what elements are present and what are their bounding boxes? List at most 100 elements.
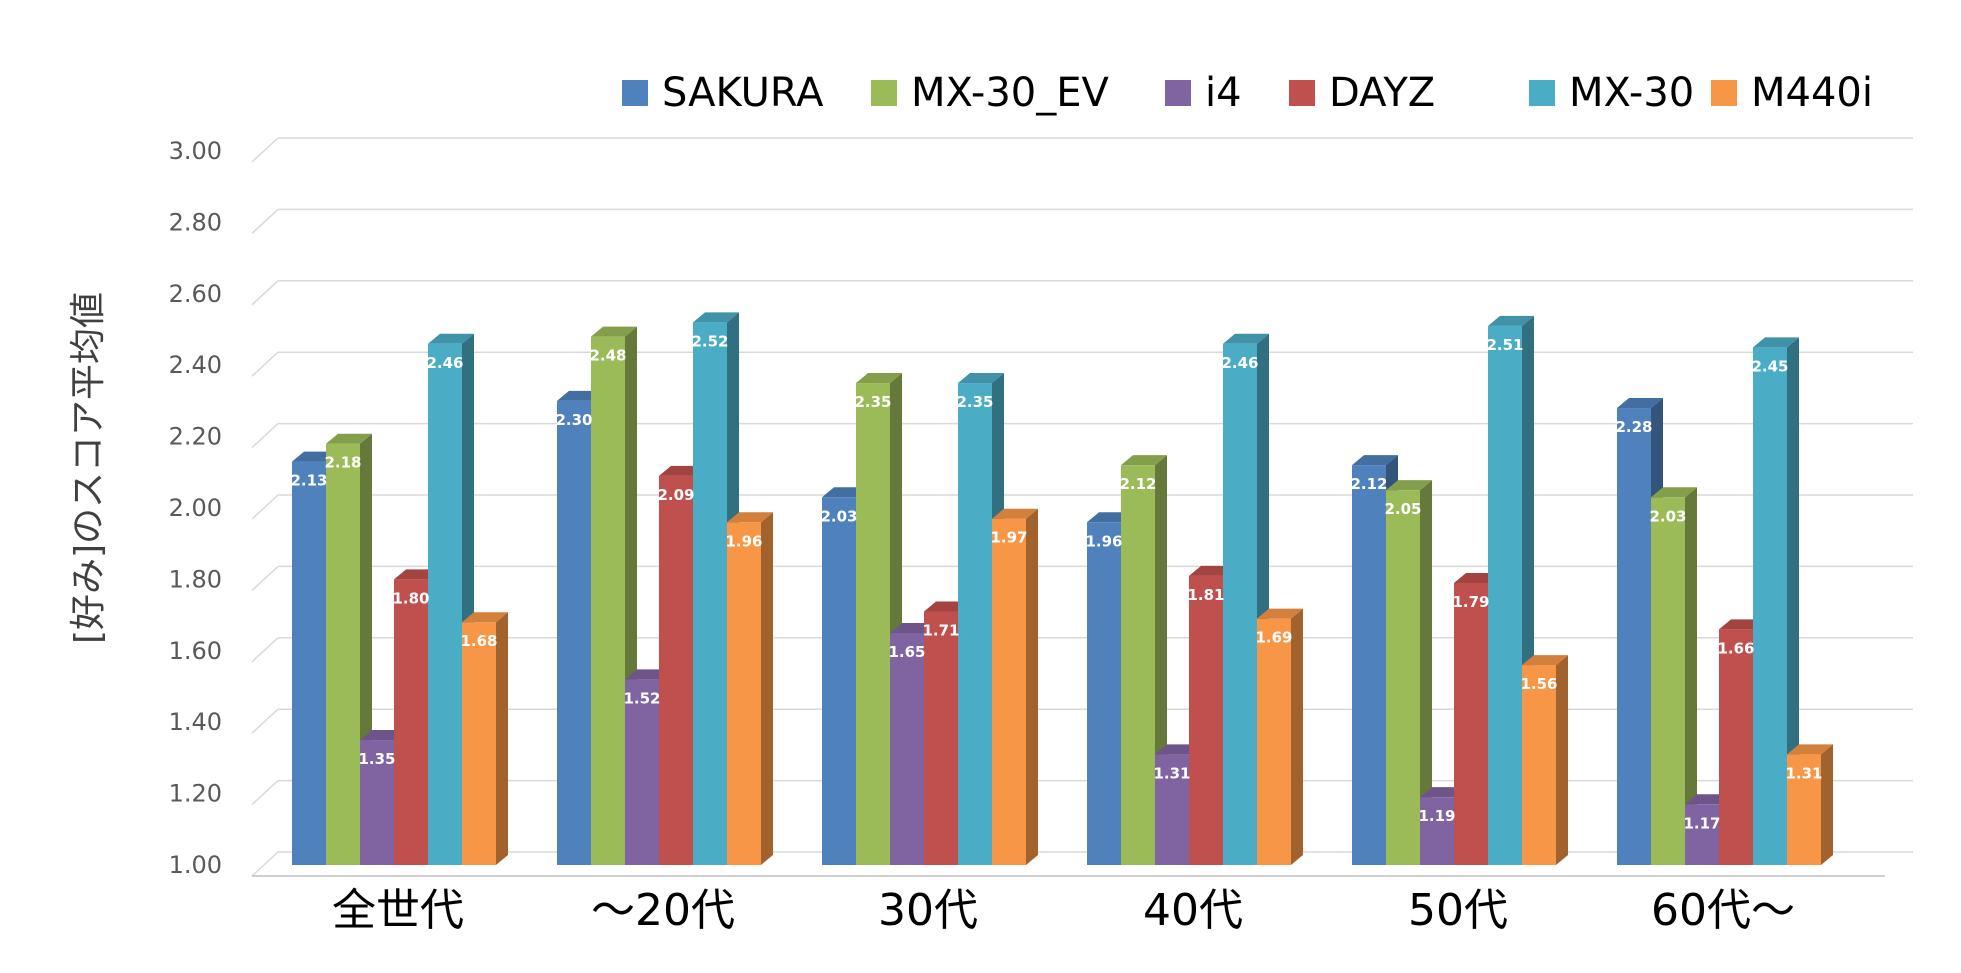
bar-top bbox=[1488, 315, 1534, 326]
y-axis-title: [好み]のスコア平均値 bbox=[68, 292, 109, 644]
y-tick-label: 1.80 bbox=[169, 565, 222, 593]
data-label: 1.56 bbox=[1520, 675, 1557, 693]
bar-front bbox=[890, 632, 924, 865]
data-label: 1.66 bbox=[1717, 639, 1754, 657]
y-tick-label: 2.40 bbox=[169, 351, 222, 379]
legend-item: SAKURA bbox=[622, 70, 824, 116]
data-label: 1.65 bbox=[888, 643, 925, 661]
bar-front bbox=[591, 336, 625, 865]
y-tick-label: 2.80 bbox=[169, 208, 222, 236]
bar-front bbox=[659, 475, 693, 865]
y-tick-label: 3.00 bbox=[169, 137, 222, 165]
gridline-depth bbox=[251, 351, 279, 377]
bar-front bbox=[992, 518, 1026, 865]
bar-front bbox=[693, 322, 727, 865]
legend-swatch bbox=[1529, 80, 1555, 106]
gridline-depth bbox=[251, 137, 279, 163]
bar-front bbox=[428, 343, 462, 865]
bar-front bbox=[1189, 575, 1223, 865]
data-label: 2.52 bbox=[691, 332, 728, 350]
bar bbox=[1753, 337, 1799, 866]
bar-front bbox=[924, 611, 958, 865]
bar-front bbox=[326, 443, 360, 865]
bar-front bbox=[1352, 465, 1386, 865]
data-label: 1.17 bbox=[1683, 814, 1720, 832]
bar-side bbox=[1291, 608, 1303, 865]
data-label: 1.31 bbox=[1153, 764, 1190, 782]
bar-side bbox=[761, 512, 773, 865]
gridline-depth bbox=[251, 494, 279, 520]
bar-front bbox=[1454, 582, 1488, 865]
bar bbox=[1651, 487, 1697, 865]
data-label: 2.30 bbox=[555, 411, 592, 429]
data-labels: 2.132.18 1.35 1.80 2.46 1.68 2.30 2.48 1.52 2.09… bbox=[290, 332, 1822, 832]
bar-front bbox=[360, 740, 394, 865]
x-tick-label: 60代～ bbox=[1651, 885, 1795, 936]
bars bbox=[292, 312, 1833, 866]
bar-front bbox=[1087, 522, 1121, 865]
y-tick-label: 1.40 bbox=[169, 708, 222, 736]
legend-swatch bbox=[1289, 80, 1315, 106]
bar-top bbox=[1257, 608, 1303, 619]
bar-top bbox=[958, 373, 1004, 384]
legend-swatch bbox=[1711, 80, 1737, 106]
bar-front bbox=[958, 383, 992, 865]
bar-front bbox=[1121, 465, 1155, 865]
data-label: 2.12 bbox=[1119, 475, 1156, 493]
data-label: 2.48 bbox=[589, 347, 626, 365]
data-label: 1.71 bbox=[922, 622, 959, 640]
data-label: 2.03 bbox=[1649, 507, 1686, 525]
y-tick-label: 1.00 bbox=[169, 851, 222, 879]
bar bbox=[1522, 655, 1568, 865]
y-tick-label: 2.20 bbox=[169, 423, 222, 451]
bar bbox=[462, 612, 508, 865]
bar-front bbox=[557, 400, 591, 865]
x-tick-label: ～20代 bbox=[591, 885, 735, 936]
bar-front bbox=[462, 622, 496, 865]
bar-front bbox=[727, 522, 761, 865]
y-tick-label: 2.00 bbox=[169, 494, 222, 522]
bar-front bbox=[1386, 490, 1420, 865]
data-label: 1.35 bbox=[358, 750, 395, 768]
data-label: 1.79 bbox=[1452, 593, 1489, 611]
data-label: 1.96 bbox=[1085, 532, 1122, 550]
legend-swatch bbox=[871, 80, 897, 106]
bar-side bbox=[1556, 655, 1568, 865]
bar-side bbox=[1420, 480, 1432, 865]
bar-top bbox=[326, 433, 372, 444]
bar-top bbox=[856, 373, 902, 384]
legend-label: M440i bbox=[1751, 70, 1873, 116]
gridline-depth bbox=[251, 708, 279, 734]
gridline-depth bbox=[251, 208, 279, 234]
legend-label: SAKURA bbox=[662, 70, 824, 116]
bar bbox=[591, 326, 637, 865]
data-label: 1.80 bbox=[392, 589, 429, 607]
bar-top bbox=[1223, 333, 1269, 344]
bar-side bbox=[1821, 744, 1833, 865]
legend-item: MX-30 bbox=[1529, 70, 1694, 116]
data-label: 1.19 bbox=[1418, 807, 1455, 825]
bar-top bbox=[693, 312, 739, 323]
data-label: 2.45 bbox=[1751, 357, 1788, 375]
data-label: 1.97 bbox=[990, 529, 1027, 547]
data-label: 2.35 bbox=[956, 393, 993, 411]
bar-top bbox=[1352, 455, 1398, 466]
bar bbox=[1787, 744, 1833, 865]
data-label: 2.03 bbox=[820, 507, 857, 525]
data-label: 2.12 bbox=[1350, 475, 1387, 493]
gridline-depth bbox=[251, 851, 279, 877]
bar-front bbox=[1223, 343, 1257, 865]
bar-top bbox=[1651, 487, 1697, 498]
x-tick-label: 全世代 bbox=[332, 885, 464, 936]
bar-top bbox=[1386, 480, 1432, 491]
data-label: 2.05 bbox=[1384, 500, 1421, 518]
legend: SAKURA MX-30_EV i4 DAYZ MX-30 M440i bbox=[622, 70, 1873, 116]
bar bbox=[727, 512, 773, 865]
legend-item: DAYZ bbox=[1289, 70, 1435, 116]
legend-swatch bbox=[1165, 80, 1191, 106]
y-tick-label: 1.20 bbox=[169, 780, 222, 808]
x-tick-label: 50代 bbox=[1408, 885, 1508, 936]
gridline-depth bbox=[251, 565, 279, 591]
